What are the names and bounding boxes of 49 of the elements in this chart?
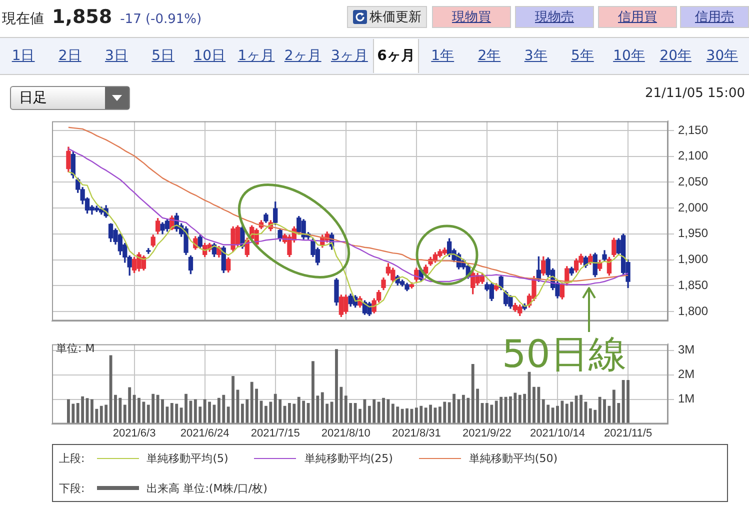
category-label: 10日	[194, 47, 226, 65]
y-tick-label: 2,000	[678, 200, 708, 214]
legend-label: 単純移動平均(25)	[304, 450, 393, 466]
category-label: 5年	[570, 47, 594, 65]
legend-label: 単純移動平均(5)	[146, 450, 228, 466]
y-tick-label: 2,050	[678, 174, 708, 189]
legend-title: 下段:	[59, 480, 85, 496]
category-label: 20年	[660, 47, 692, 65]
category-label: 5日	[152, 47, 175, 65]
y-tick-label: 1M	[678, 392, 695, 406]
y-tick-label: 1,900	[678, 252, 708, 266]
category-label: 30年	[706, 47, 738, 65]
annotation: 単位: M	[56, 341, 95, 356]
y-tick-label: 1,850	[678, 278, 708, 292]
category-label: 3ヶ月	[330, 47, 368, 65]
x-tick-label: 2021/11/5	[604, 427, 652, 440]
category-label: 10年	[613, 47, 645, 65]
y-tick-label: 3M	[678, 342, 695, 357]
text: 株価更新	[370, 9, 422, 26]
x-tick-label: 2021/7/15	[250, 427, 300, 440]
x-tick-label: 2021/8/31	[392, 427, 441, 440]
legend-label: 単純移動平均(50)	[468, 450, 558, 466]
x-tick-label: 2021/6/3	[112, 427, 156, 440]
category-label: 2日	[58, 47, 82, 65]
text: -17 (-0.91%)	[120, 12, 202, 27]
category-label: 2ヶ月	[284, 47, 322, 65]
category-label: 1ヶ月	[238, 47, 275, 65]
text: 日足	[19, 89, 47, 107]
category-label: 3日	[105, 47, 128, 65]
category-label: 2年	[478, 47, 501, 65]
x-tick-label: 2021/10/14	[530, 427, 586, 440]
category-label: 6ヶ月	[377, 47, 415, 65]
y-tick-label: 2,150	[678, 122, 708, 137]
annotation: 50日線	[502, 332, 626, 376]
x-tick-label: 2021/8/10	[321, 427, 370, 440]
y-tick-label: 1,950	[678, 226, 708, 240]
text: 21/11/05 15:00	[645, 86, 745, 101]
category-label: 1年	[431, 47, 454, 65]
y-tick-label: 2,100	[678, 148, 708, 163]
x-tick-label: 2021/9/22	[462, 427, 512, 440]
category-label: 3年	[524, 47, 548, 65]
legend-title: 上段:	[59, 450, 85, 466]
text: 現在値	[2, 10, 44, 28]
legend-label: 出来高 単位:(M株/口/枚)	[146, 480, 268, 496]
y-tick-label: 2M	[678, 367, 695, 382]
category-label: 1日	[12, 47, 35, 65]
x-tick-label: 2021/6/24	[180, 427, 230, 440]
text: 1,858	[52, 6, 112, 28]
y-tick-label: 1,800	[678, 304, 708, 318]
